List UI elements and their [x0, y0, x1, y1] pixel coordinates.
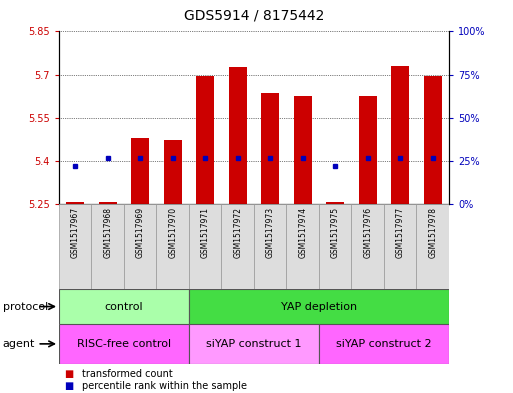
Text: RISC-free control: RISC-free control	[77, 339, 171, 349]
Text: GSM1517968: GSM1517968	[103, 207, 112, 258]
Bar	[326, 202, 344, 204]
Text: siYAP construct 2: siYAP construct 2	[336, 339, 432, 349]
Text: protocol: protocol	[3, 301, 48, 312]
Text: transformed count: transformed count	[82, 369, 173, 379]
Bar	[59, 324, 189, 364]
Bar	[294, 96, 311, 204]
Bar	[189, 289, 449, 324]
Bar	[319, 324, 449, 364]
Text: siYAP construct 1: siYAP construct 1	[206, 339, 302, 349]
Bar	[286, 204, 319, 289]
Bar	[222, 204, 254, 289]
Bar	[196, 76, 214, 204]
Bar	[384, 204, 417, 289]
Text: GSM1517969: GSM1517969	[136, 207, 145, 258]
Text: GSM1517970: GSM1517970	[168, 207, 177, 258]
Text: GSM1517974: GSM1517974	[298, 207, 307, 258]
Bar	[229, 68, 247, 204]
Bar	[91, 204, 124, 289]
Bar	[156, 204, 189, 289]
Text: GSM1517973: GSM1517973	[266, 207, 274, 258]
Text: percentile rank within the sample: percentile rank within the sample	[82, 381, 247, 391]
Bar	[164, 140, 182, 204]
Text: GDS5914 / 8175442: GDS5914 / 8175442	[184, 9, 324, 23]
Bar	[319, 204, 351, 289]
Text: GSM1517975: GSM1517975	[331, 207, 340, 258]
Bar	[359, 96, 377, 204]
Bar	[124, 204, 156, 289]
Bar	[261, 94, 279, 204]
Bar	[351, 204, 384, 289]
Bar	[59, 204, 91, 289]
Text: control: control	[105, 301, 143, 312]
Bar	[59, 289, 189, 324]
Text: ■: ■	[64, 381, 73, 391]
Bar	[66, 202, 84, 204]
Text: ■: ■	[64, 369, 73, 379]
Bar	[417, 204, 449, 289]
Bar	[391, 66, 409, 204]
Text: GSM1517967: GSM1517967	[71, 207, 80, 258]
Text: agent: agent	[3, 339, 35, 349]
Text: GSM1517972: GSM1517972	[233, 207, 242, 258]
Bar	[131, 138, 149, 204]
Bar	[254, 204, 286, 289]
Text: GSM1517977: GSM1517977	[396, 207, 405, 258]
Bar	[99, 202, 116, 204]
Bar	[189, 324, 319, 364]
Bar	[424, 76, 442, 204]
Text: GSM1517978: GSM1517978	[428, 207, 437, 258]
Text: GSM1517976: GSM1517976	[363, 207, 372, 258]
Text: YAP depletion: YAP depletion	[281, 301, 357, 312]
Bar	[189, 204, 222, 289]
Text: GSM1517971: GSM1517971	[201, 207, 210, 258]
